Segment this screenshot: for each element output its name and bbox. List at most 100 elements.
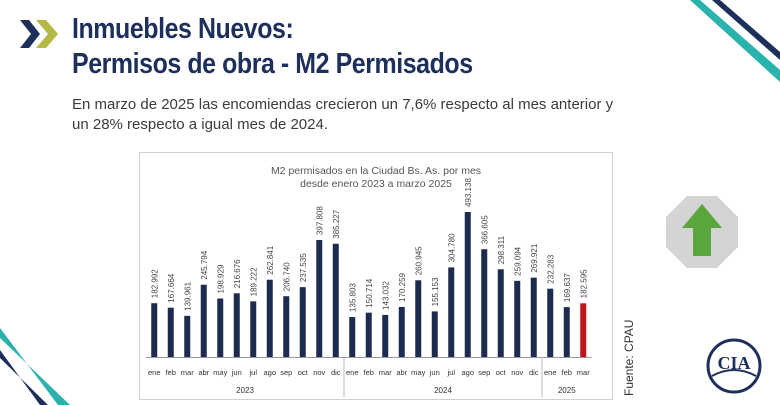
chart-bar	[266, 279, 273, 357]
x-tick-label: dic	[331, 368, 341, 377]
data-label: 150.714	[365, 278, 374, 307]
chart-bar	[481, 249, 488, 357]
logo-text: CIA	[717, 353, 750, 373]
x-tick-label: jun	[231, 368, 242, 377]
stripe-top-right-dark	[712, 0, 780, 60]
chart-container: M2 permisados en la Ciudad Bs. As. por m…	[139, 152, 613, 400]
x-tick-label: mar	[577, 368, 590, 377]
chart-bar	[448, 267, 455, 357]
x-tick-label: mar	[379, 368, 392, 377]
chart-bar	[547, 288, 554, 357]
chevron-dark-icon	[20, 20, 40, 48]
chevron-light-icon	[36, 20, 58, 48]
chart-bar	[580, 303, 587, 357]
x-tick-label: feb	[562, 368, 572, 377]
chart-bar	[332, 243, 339, 357]
chart-subtitle: desde enero 2023 a marzo 2025	[300, 178, 452, 190]
data-label: 397.808	[315, 206, 324, 235]
data-label: 366.605	[480, 215, 489, 244]
data-label: 155.153	[431, 277, 440, 306]
data-label: 206.740	[282, 262, 291, 291]
chart-bar	[167, 307, 174, 357]
data-label: 262.841	[266, 245, 275, 274]
chart-bar	[200, 284, 207, 357]
chart-bar	[316, 240, 323, 357]
stripe-bottom-left-teal	[0, 328, 70, 405]
x-tick-label: oct	[298, 368, 309, 377]
bar-chart: 182.992 ene 167.664 feb 139.961 mar 245.794 abr…	[146, 178, 592, 397]
chart-bar	[398, 306, 405, 357]
page-title: Inmuebles Nuevos: Permisos de obra - M2 …	[72, 12, 538, 82]
x-tick-label: ago	[263, 368, 276, 377]
chart-bar	[431, 311, 438, 357]
x-tick-label: jun	[429, 368, 440, 377]
x-tick-label: nov	[511, 368, 523, 377]
data-label: 385.227	[332, 209, 341, 238]
summary-text: En marzo de 2025 las encomiendas crecier…	[72, 96, 614, 133]
data-label: 182.595	[579, 269, 588, 298]
x-tick-label: abr	[396, 368, 407, 377]
x-tick-label: dic	[529, 368, 539, 377]
x-tick-label: may	[411, 368, 425, 377]
x-tick-label: feb	[166, 368, 176, 377]
chart-bar	[299, 287, 306, 357]
year-group-label: 2024	[434, 386, 452, 395]
up-arrow-icon	[682, 204, 722, 256]
x-tick-label: ago	[461, 368, 474, 377]
data-label: 198.929	[216, 264, 225, 293]
chart-bar	[184, 315, 191, 357]
x-tick-label: abr	[198, 368, 209, 377]
chart-bar	[514, 280, 521, 357]
data-label: 304.780	[447, 233, 456, 262]
chart-bar	[217, 298, 224, 357]
cia-logo: CIA	[706, 338, 762, 394]
chart-bar	[233, 293, 240, 357]
stripe-bottom-left-dark	[0, 350, 48, 405]
logo-ring	[706, 338, 762, 394]
chart-bar	[349, 317, 356, 357]
data-label: 139.961	[183, 281, 192, 310]
year-group-label: 2023	[236, 386, 254, 395]
data-label: 135.803	[348, 283, 357, 312]
data-label: 245.794	[200, 250, 209, 279]
x-tick-label: ene	[346, 368, 359, 377]
data-label: 143.032	[381, 280, 390, 309]
data-label: 182.992	[150, 269, 159, 298]
x-tick-label: ene	[148, 368, 161, 377]
up-arrow-badge	[666, 196, 738, 268]
x-tick-label: oct	[496, 368, 507, 377]
data-label: 237.535	[299, 253, 308, 282]
x-tick-label: nov	[313, 368, 325, 377]
chart-bar	[283, 296, 290, 357]
x-tick-label: feb	[364, 368, 374, 377]
data-label: 259.094	[513, 246, 522, 275]
chart-bar	[365, 312, 372, 357]
data-label: 260.945	[414, 246, 423, 275]
x-tick-label: jul	[248, 368, 257, 377]
data-label: 169.637	[563, 273, 572, 302]
data-label: 493.138	[464, 178, 473, 207]
double-chevron-icon	[20, 20, 58, 48]
chart-bar	[497, 269, 504, 357]
logo-swoosh	[711, 369, 757, 377]
chart-title: M2 permisados en la Ciudad Bs. As. por m…	[270, 165, 482, 177]
data-label: 232.283	[546, 254, 555, 283]
title-line-2: Permisos de obra - M2 Permisados	[72, 48, 473, 80]
chart-bar	[415, 280, 422, 357]
x-tick-label: ene	[544, 368, 557, 377]
source-note: Fuente: CPAU	[622, 319, 636, 396]
x-tick-label: may	[213, 368, 227, 377]
data-label: 298.311	[497, 235, 506, 264]
data-label: 269.921	[530, 243, 539, 272]
data-label: 189.222	[249, 267, 258, 296]
x-tick-label: sep	[478, 368, 490, 377]
data-label: 170.259	[398, 272, 407, 301]
title-line-1: Inmuebles Nuevos:	[72, 13, 294, 45]
chart-bar	[563, 307, 570, 357]
chart-bar	[382, 314, 389, 357]
x-tick-label: mar	[181, 368, 194, 377]
year-group-label: 2025	[558, 386, 576, 395]
stripe-top-right-teal	[690, 0, 780, 82]
chart-bar	[530, 277, 537, 357]
chart-bar	[464, 212, 471, 357]
